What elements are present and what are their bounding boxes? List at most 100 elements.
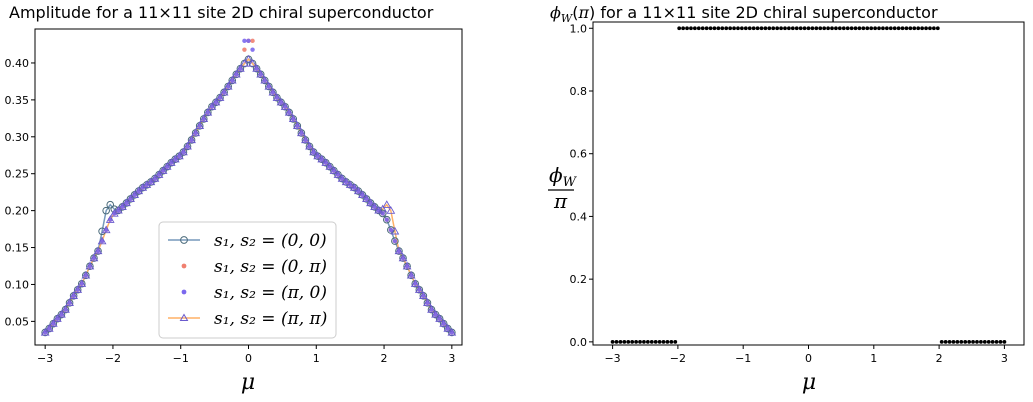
legend-entry-series-2: s₁, s₂ = (0, π) (181, 257, 327, 277)
x-tick-label: 0 (805, 352, 812, 365)
series-4-point (292, 121, 302, 130)
winding-point (685, 26, 689, 31)
winding-point (928, 26, 932, 31)
legend-marker-series-2 (181, 263, 187, 269)
y-tick-label: 1.0 (570, 22, 588, 35)
winding-point (814, 26, 819, 31)
winding-point (708, 26, 713, 31)
winding-point (896, 26, 901, 31)
winding-point (763, 26, 768, 31)
winding-point (626, 339, 631, 344)
series-4-point (276, 97, 286, 106)
y-tick-label: 0.25 (5, 168, 30, 181)
winding-point (736, 26, 740, 31)
winding-point (743, 26, 748, 31)
x-tick-label: 3 (1001, 352, 1008, 365)
series-4-point (150, 174, 160, 182)
series-4-point (301, 135, 310, 144)
y-tick-label: 0.10 (5, 278, 30, 291)
series-4-point (260, 75, 270, 84)
series-4-point (179, 147, 188, 156)
series-4-point (81, 270, 91, 279)
series-4-point (341, 177, 351, 186)
series-4-point (65, 298, 74, 306)
winding-point (732, 26, 736, 31)
y-tick-label: 0.2 (570, 273, 588, 286)
winding-point (943, 339, 948, 344)
winding-point (645, 339, 650, 344)
winding-point (834, 26, 838, 31)
series-4-point (345, 180, 355, 188)
winding-point (614, 339, 619, 344)
winding-point (881, 26, 885, 31)
series-4-point (77, 279, 87, 287)
series-4-point (211, 97, 221, 106)
legend-marker-series-1 (180, 236, 188, 244)
winding-point (837, 26, 842, 31)
series-4-point (57, 310, 66, 318)
series-4-point (203, 107, 213, 116)
series-2-point (250, 38, 255, 44)
series-4-point (118, 202, 127, 210)
series-4-point (256, 69, 266, 78)
winding-point (779, 26, 783, 31)
winding-point (802, 26, 807, 31)
winding-point (669, 339, 674, 344)
series-4-point (443, 324, 453, 332)
series-2-point (242, 47, 247, 52)
series-4-point (162, 162, 172, 170)
series-4-point (154, 170, 164, 178)
series-4-point (191, 128, 201, 137)
winding-point (759, 26, 764, 31)
winding-point (861, 26, 866, 31)
series-4-point (69, 291, 79, 299)
y-tick-label: 0.20 (5, 205, 30, 218)
series-4-point (207, 102, 217, 110)
winding-point (857, 26, 862, 31)
winding-point (908, 26, 913, 31)
winding-point (712, 26, 717, 31)
series-4-point (317, 154, 327, 163)
winding-point (986, 339, 991, 344)
winding-point (790, 26, 795, 31)
series-1-point (102, 206, 110, 215)
winding-point (724, 26, 729, 31)
series-4-point (402, 261, 412, 270)
winding-point (853, 26, 858, 31)
series-4-point (223, 81, 233, 90)
series-4-point (73, 285, 83, 293)
winding-point (794, 26, 799, 31)
winding-point (661, 339, 666, 344)
series-4-point (414, 285, 424, 293)
legend-label-series-3: s₁, s₂ = (π, 0) (214, 283, 327, 303)
y-tick-label: 0.05 (5, 315, 30, 328)
series-4-point (264, 81, 274, 90)
winding-point (830, 26, 834, 31)
series-4-point (195, 121, 205, 130)
winding-point (971, 339, 975, 344)
series-4-point (89, 253, 99, 262)
series-4-point (386, 206, 396, 214)
series-4-point (406, 270, 416, 279)
series-4-point (284, 107, 294, 116)
winding-point (990, 339, 995, 344)
series-4-point (93, 246, 103, 255)
series-4-point (227, 75, 237, 84)
winding-point (845, 26, 850, 31)
winding-point (618, 339, 623, 344)
x-tick-label: 1 (313, 352, 320, 365)
winding-point (975, 339, 979, 344)
winding-point (696, 26, 701, 31)
winding-point (751, 26, 756, 31)
x-tick-label: −1 (173, 352, 189, 365)
winding-point (849, 26, 854, 31)
series-4-point (382, 200, 392, 208)
winding-point (1002, 339, 1007, 344)
y-tick-label: 0.6 (570, 148, 588, 161)
amplitude-x-ticks: −3 −2 −1 0 1 2 3 (37, 345, 455, 365)
winding-point (771, 26, 776, 31)
winding-point (704, 26, 709, 31)
y-tick-label: 0.40 (5, 57, 30, 70)
series-1-point (387, 226, 395, 234)
series-3-point (384, 217, 389, 222)
